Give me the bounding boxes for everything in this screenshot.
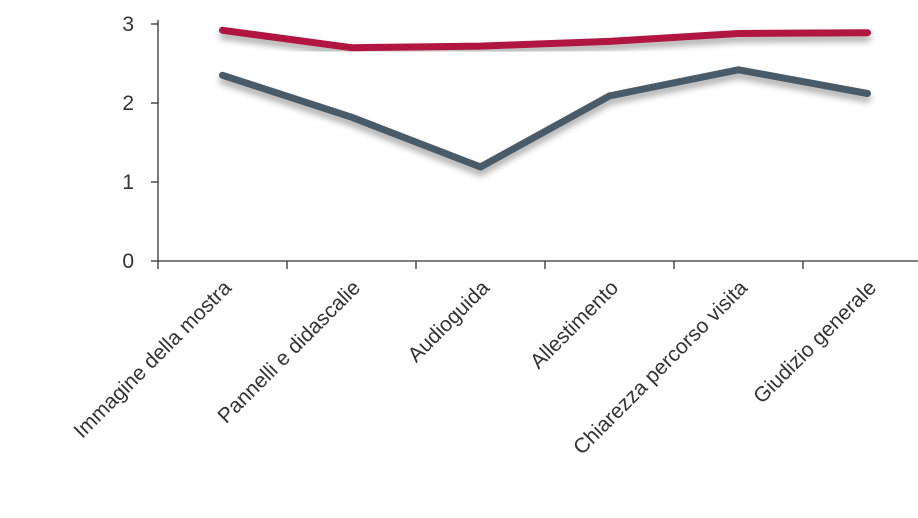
y-tick-label: 0 [122,250,134,273]
x-tick-label: Allestimento [526,276,623,373]
y-tick-label: 1 [122,171,134,194]
y-tick-label: 2 [122,92,134,115]
series-line-2 [219,66,871,171]
series-line-1 [219,26,871,52]
series-lines [219,26,871,171]
y-axis-tick-labels: 0 1 2 3 [122,13,134,273]
x-tick-label: Giudizio generale [749,276,881,408]
x-tick-label: Audioguida [403,276,494,367]
axes [151,20,918,269]
x-tick-label: Pannelli e didascalie [213,276,365,428]
y-tick-label: 3 [122,13,134,36]
x-tick-label: Immagine della mostra [70,276,237,443]
